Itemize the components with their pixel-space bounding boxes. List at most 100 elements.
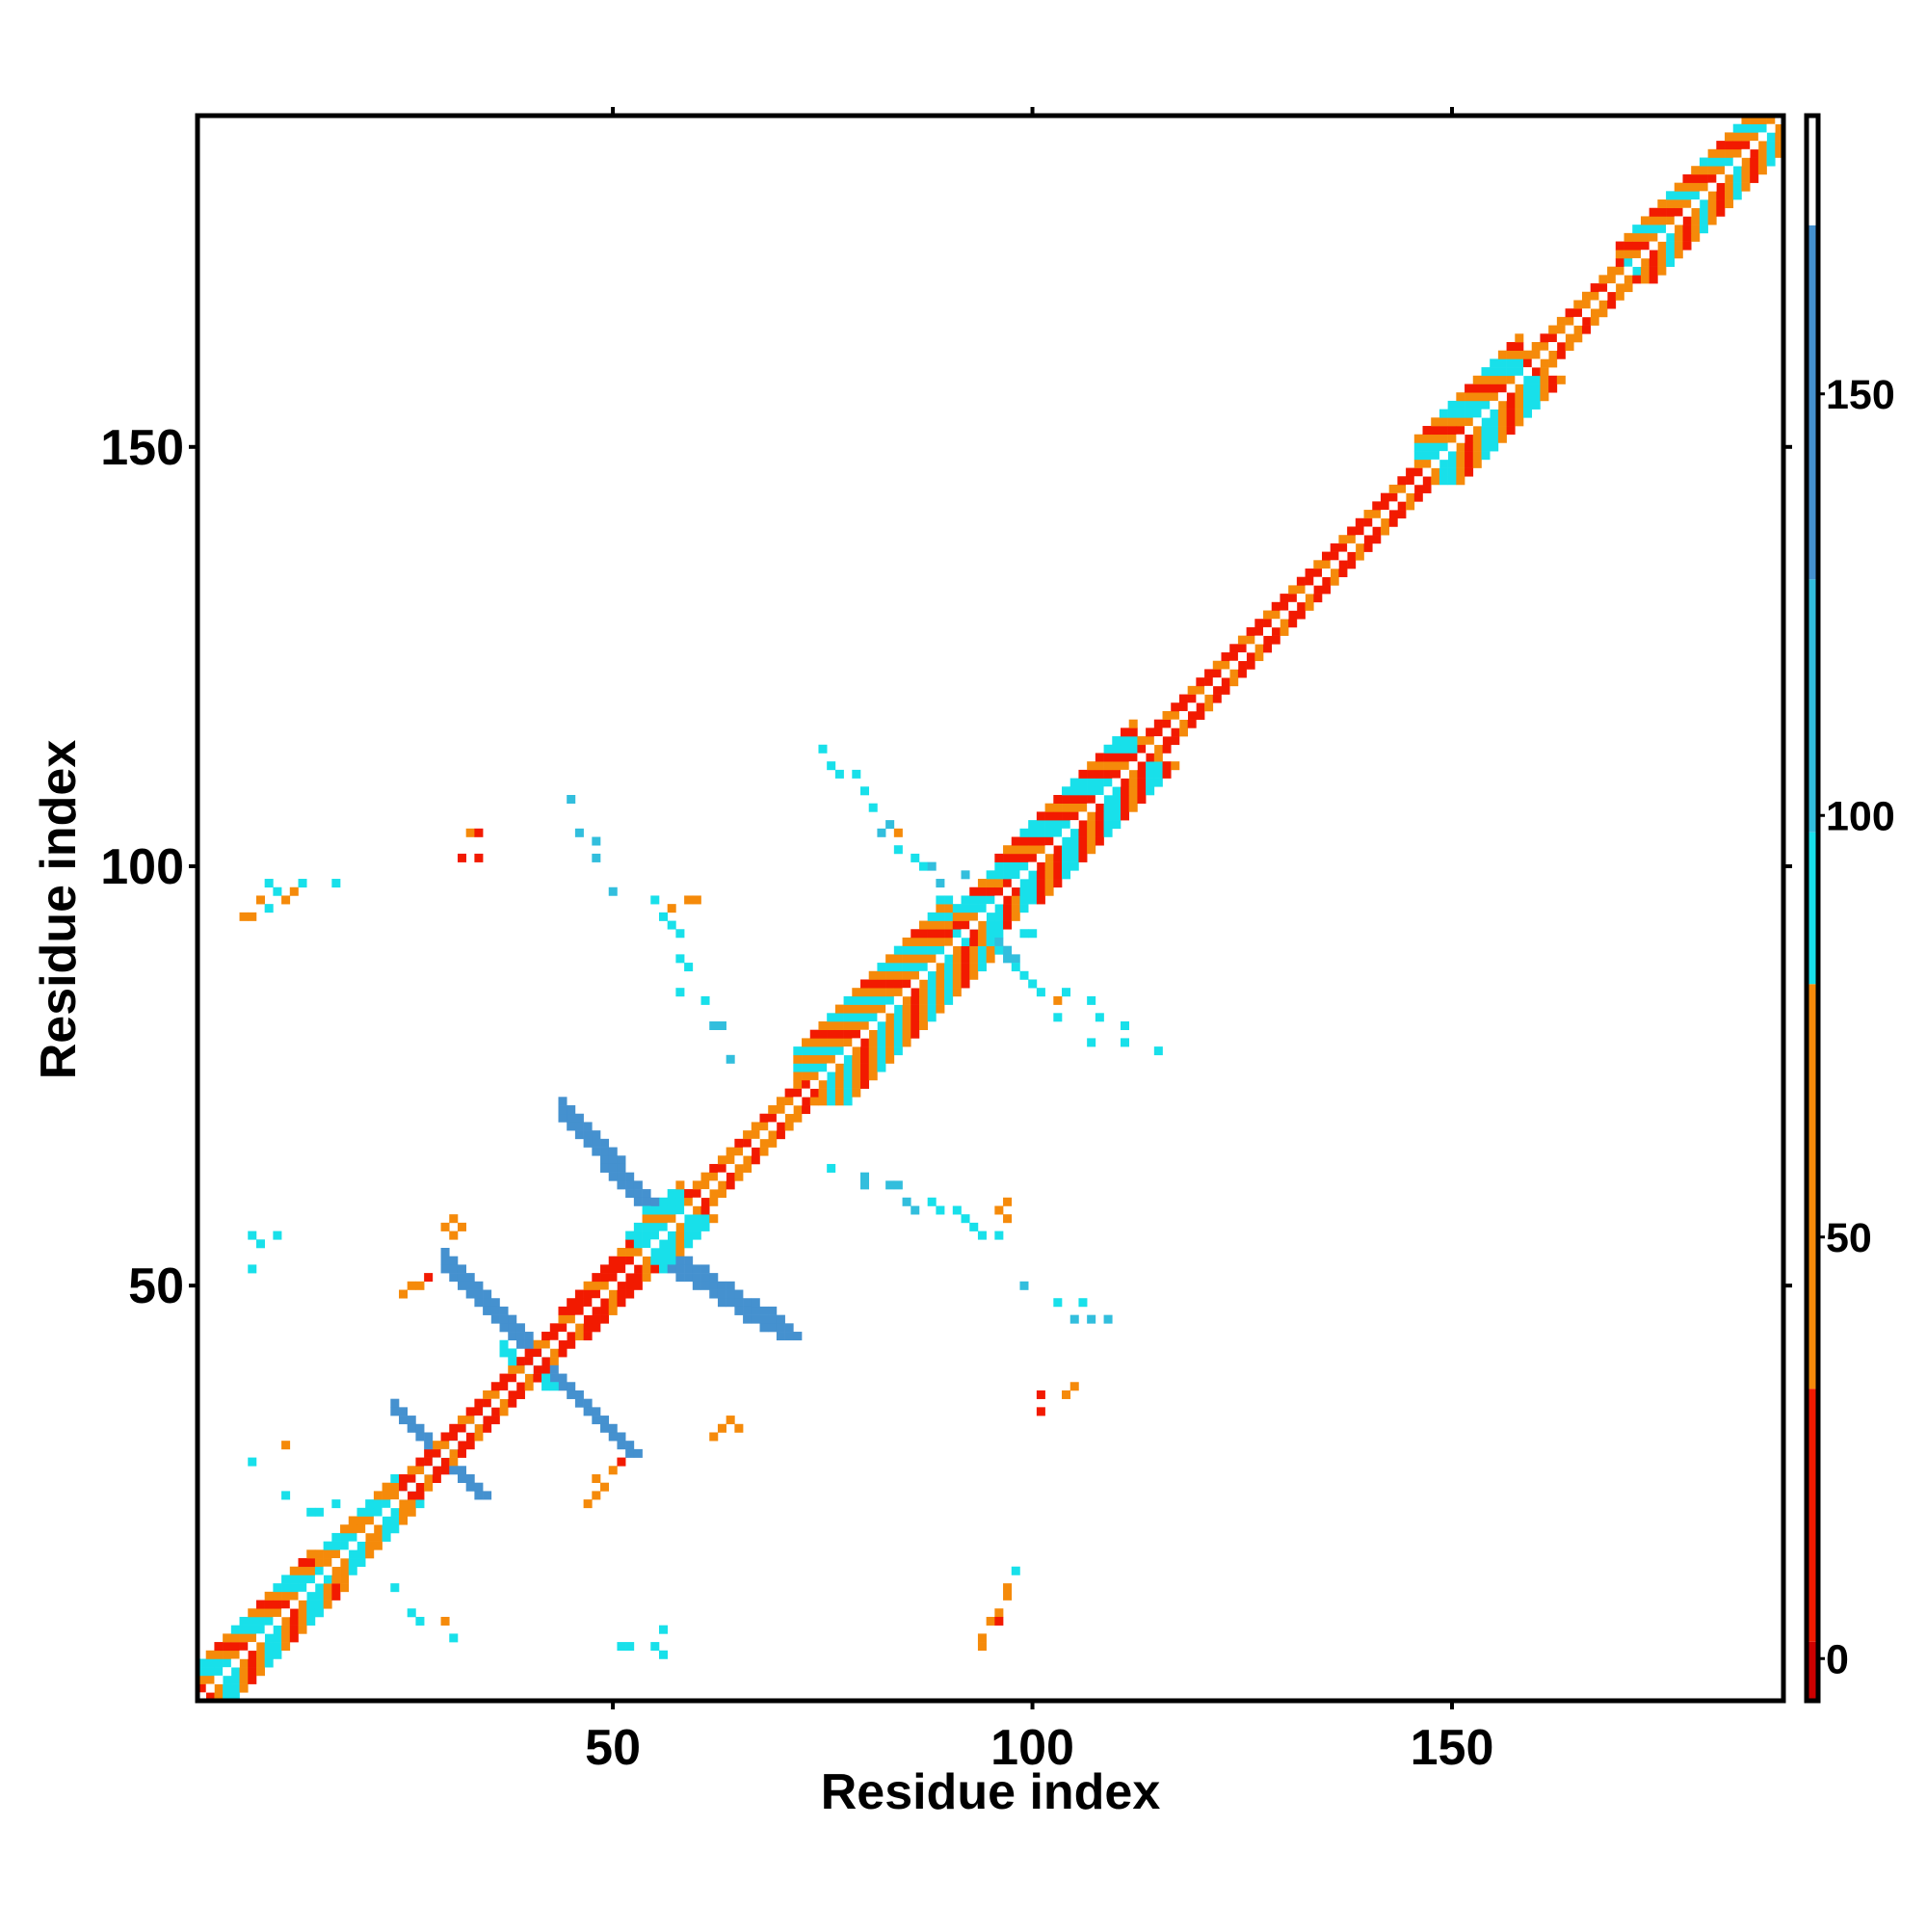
self-contact-cell	[1556, 333, 1566, 343]
diagonal-contact-cell	[340, 1583, 350, 1593]
diagonal-contact-cell	[1062, 861, 1071, 871]
diagonal-contact-cell	[843, 1097, 853, 1106]
diagonal-contact-cell	[365, 1507, 375, 1517]
diagonal-contact-cell	[1128, 736, 1138, 746]
strand-contact-cell	[759, 1323, 769, 1333]
diagonal-contact-cell	[1682, 182, 1692, 192]
diagonal-contact-cell	[1439, 434, 1448, 443]
diagonal-contact-cell	[1003, 904, 1013, 913]
diagonal-contact-cell	[415, 1499, 425, 1509]
diagonal-contact-cell	[273, 1591, 282, 1601]
strand-contact-cell	[784, 1332, 794, 1341]
diagonal-contact-cell	[483, 1389, 492, 1399]
self-contact-cell	[911, 979, 920, 989]
diagonal-contact-cell	[1632, 266, 1642, 276]
self-contact-cell	[424, 1466, 434, 1475]
self-contact-cell	[1640, 250, 1650, 259]
diagonal-contact-cell	[1296, 610, 1306, 620]
diagonal-contact-cell	[743, 1138, 752, 1148]
strand-contact-cell	[499, 1339, 509, 1349]
strand-contact-cell	[465, 1281, 475, 1290]
diagonal-contact-cell	[1028, 845, 1038, 855]
diagonal-contact-cell	[1062, 786, 1071, 796]
diagonal-contact-cell	[323, 1583, 332, 1593]
diagonal-contact-cell	[969, 945, 979, 955]
diagonal-contact-cell	[306, 1608, 316, 1618]
diagonal-contact-cell	[449, 1448, 459, 1458]
diagonal-contact-cell	[776, 1122, 785, 1131]
diagonal-contact-cell	[692, 1189, 701, 1199]
strand-contact-cell	[508, 1332, 517, 1341]
diagonal-contact-cell	[927, 929, 937, 939]
diagonal-contact-cell	[515, 1357, 525, 1366]
diagonal-contact-cell	[515, 1382, 525, 1391]
self-contact-cell	[1465, 426, 1474, 436]
diagonal-contact-cell	[1439, 426, 1448, 436]
diagonal-contact-cell	[877, 995, 886, 1005]
diagonal-contact-cell	[1069, 861, 1079, 871]
diagonal-contact-cell	[936, 995, 945, 1005]
diagonal-contact-cell	[994, 929, 1004, 939]
diagonal-contact-cell	[1573, 325, 1583, 334]
strand-contact-cell	[768, 1323, 778, 1333]
contact-cell	[390, 1583, 400, 1593]
diagonal-contact-cell	[852, 1063, 861, 1072]
strand-contact-cell	[558, 1097, 568, 1106]
diagonal-contact-cell	[1036, 836, 1045, 846]
diagonal-contact-cell	[1162, 744, 1172, 754]
diagonal-contact-cell	[205, 1675, 215, 1684]
diagonal-contact-cell	[684, 1222, 694, 1231]
contact-cell	[1036, 1389, 1045, 1399]
diagonal-contact-cell	[1062, 820, 1071, 830]
self-contact-cell	[1472, 417, 1482, 427]
diagonal-contact-cell	[583, 1281, 593, 1290]
diagonal-contact-cell	[499, 1382, 509, 1391]
diagonal-contact-cell	[717, 1155, 726, 1165]
diagonal-contact-cell	[356, 1549, 366, 1559]
strand-contact-cell	[751, 1298, 760, 1308]
diagonal-contact-cell	[1548, 333, 1558, 343]
diagonal-contact-cell	[700, 1180, 710, 1190]
contact-cell	[592, 836, 601, 846]
self-contact-cell	[784, 1105, 794, 1115]
strand-contact-cell	[508, 1314, 517, 1324]
self-contact-cell	[860, 1029, 870, 1039]
diagonal-contact-cell	[499, 1373, 509, 1383]
diagonal-contact-cell	[1674, 182, 1683, 192]
self-contact-cell	[248, 1642, 257, 1652]
diagonal-contact-cell	[331, 1566, 341, 1575]
strand-contact-cell	[449, 1273, 459, 1283]
contact-cell	[415, 1616, 425, 1626]
diagonal-contact-cell	[298, 1575, 307, 1584]
diagonal-contact-cell	[1087, 795, 1096, 804]
diagonal-contact-cell	[1699, 199, 1708, 209]
diagonal-contact-cell	[860, 1021, 870, 1030]
diagonal-contact-cell	[365, 1499, 375, 1509]
strand-contact-cell	[734, 1298, 744, 1308]
diagonal-contact-cell	[809, 1063, 819, 1072]
contact-cell	[1036, 1407, 1045, 1416]
self-contact-cell	[1456, 434, 1465, 443]
self-contact-cell	[617, 1273, 626, 1283]
diagonal-contact-cell	[1707, 199, 1717, 209]
contact-cell	[936, 1205, 945, 1215]
diagonal-contact-cell	[1657, 207, 1667, 217]
diagonal-contact-cell	[1146, 778, 1155, 787]
self-contact-cell	[255, 1633, 265, 1643]
diagonal-contact-cell	[885, 988, 895, 997]
diagonal-contact-cell	[1137, 744, 1147, 754]
diagonal-contact-cell	[1305, 576, 1314, 586]
diagonal-contact-cell	[457, 1448, 466, 1458]
diagonal-contact-cell	[936, 970, 945, 980]
diagonal-contact-cell	[759, 1147, 769, 1156]
diagonal-contact-cell	[1221, 677, 1230, 687]
diagonal-contact-cell	[382, 1516, 391, 1525]
diagonal-contact-cell	[1481, 451, 1491, 461]
diagonal-contact-cell	[223, 1642, 232, 1652]
contact-cell	[306, 1507, 316, 1517]
self-contact-cell	[1397, 492, 1407, 502]
strand-contact-cell	[567, 1382, 576, 1391]
diagonal-contact-cell	[1523, 392, 1533, 402]
strand-contact-cell	[684, 1264, 694, 1274]
